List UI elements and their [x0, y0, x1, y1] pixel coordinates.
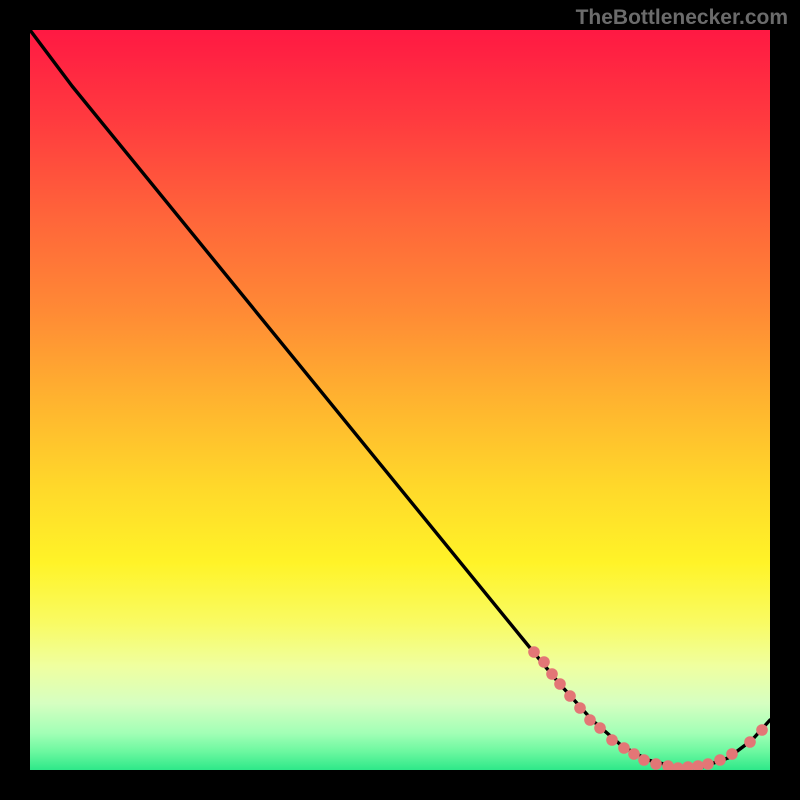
- curve-marker: [744, 736, 756, 748]
- curve-marker: [584, 714, 596, 726]
- chart-root: TheBottlenecker.com: [0, 0, 800, 800]
- curve-marker: [594, 722, 606, 734]
- curve-marker: [702, 758, 714, 770]
- curve-marker: [638, 754, 650, 766]
- plot-area: [30, 30, 770, 770]
- heatmap-curve-svg: [30, 30, 770, 770]
- curve-marker: [714, 754, 726, 766]
- curve-marker: [554, 678, 566, 690]
- curve-marker: [726, 748, 738, 760]
- curve-marker: [546, 668, 558, 680]
- watermark-text: TheBottlenecker.com: [576, 6, 788, 30]
- curve-marker: [538, 656, 550, 668]
- gradient-background: [30, 30, 770, 770]
- curve-marker: [650, 758, 662, 770]
- curve-marker: [528, 646, 540, 658]
- curve-marker: [574, 702, 586, 714]
- curve-marker: [564, 690, 576, 702]
- curve-marker: [756, 724, 768, 736]
- curve-marker: [628, 748, 640, 760]
- curve-marker: [618, 742, 630, 754]
- curve-marker: [606, 734, 618, 746]
